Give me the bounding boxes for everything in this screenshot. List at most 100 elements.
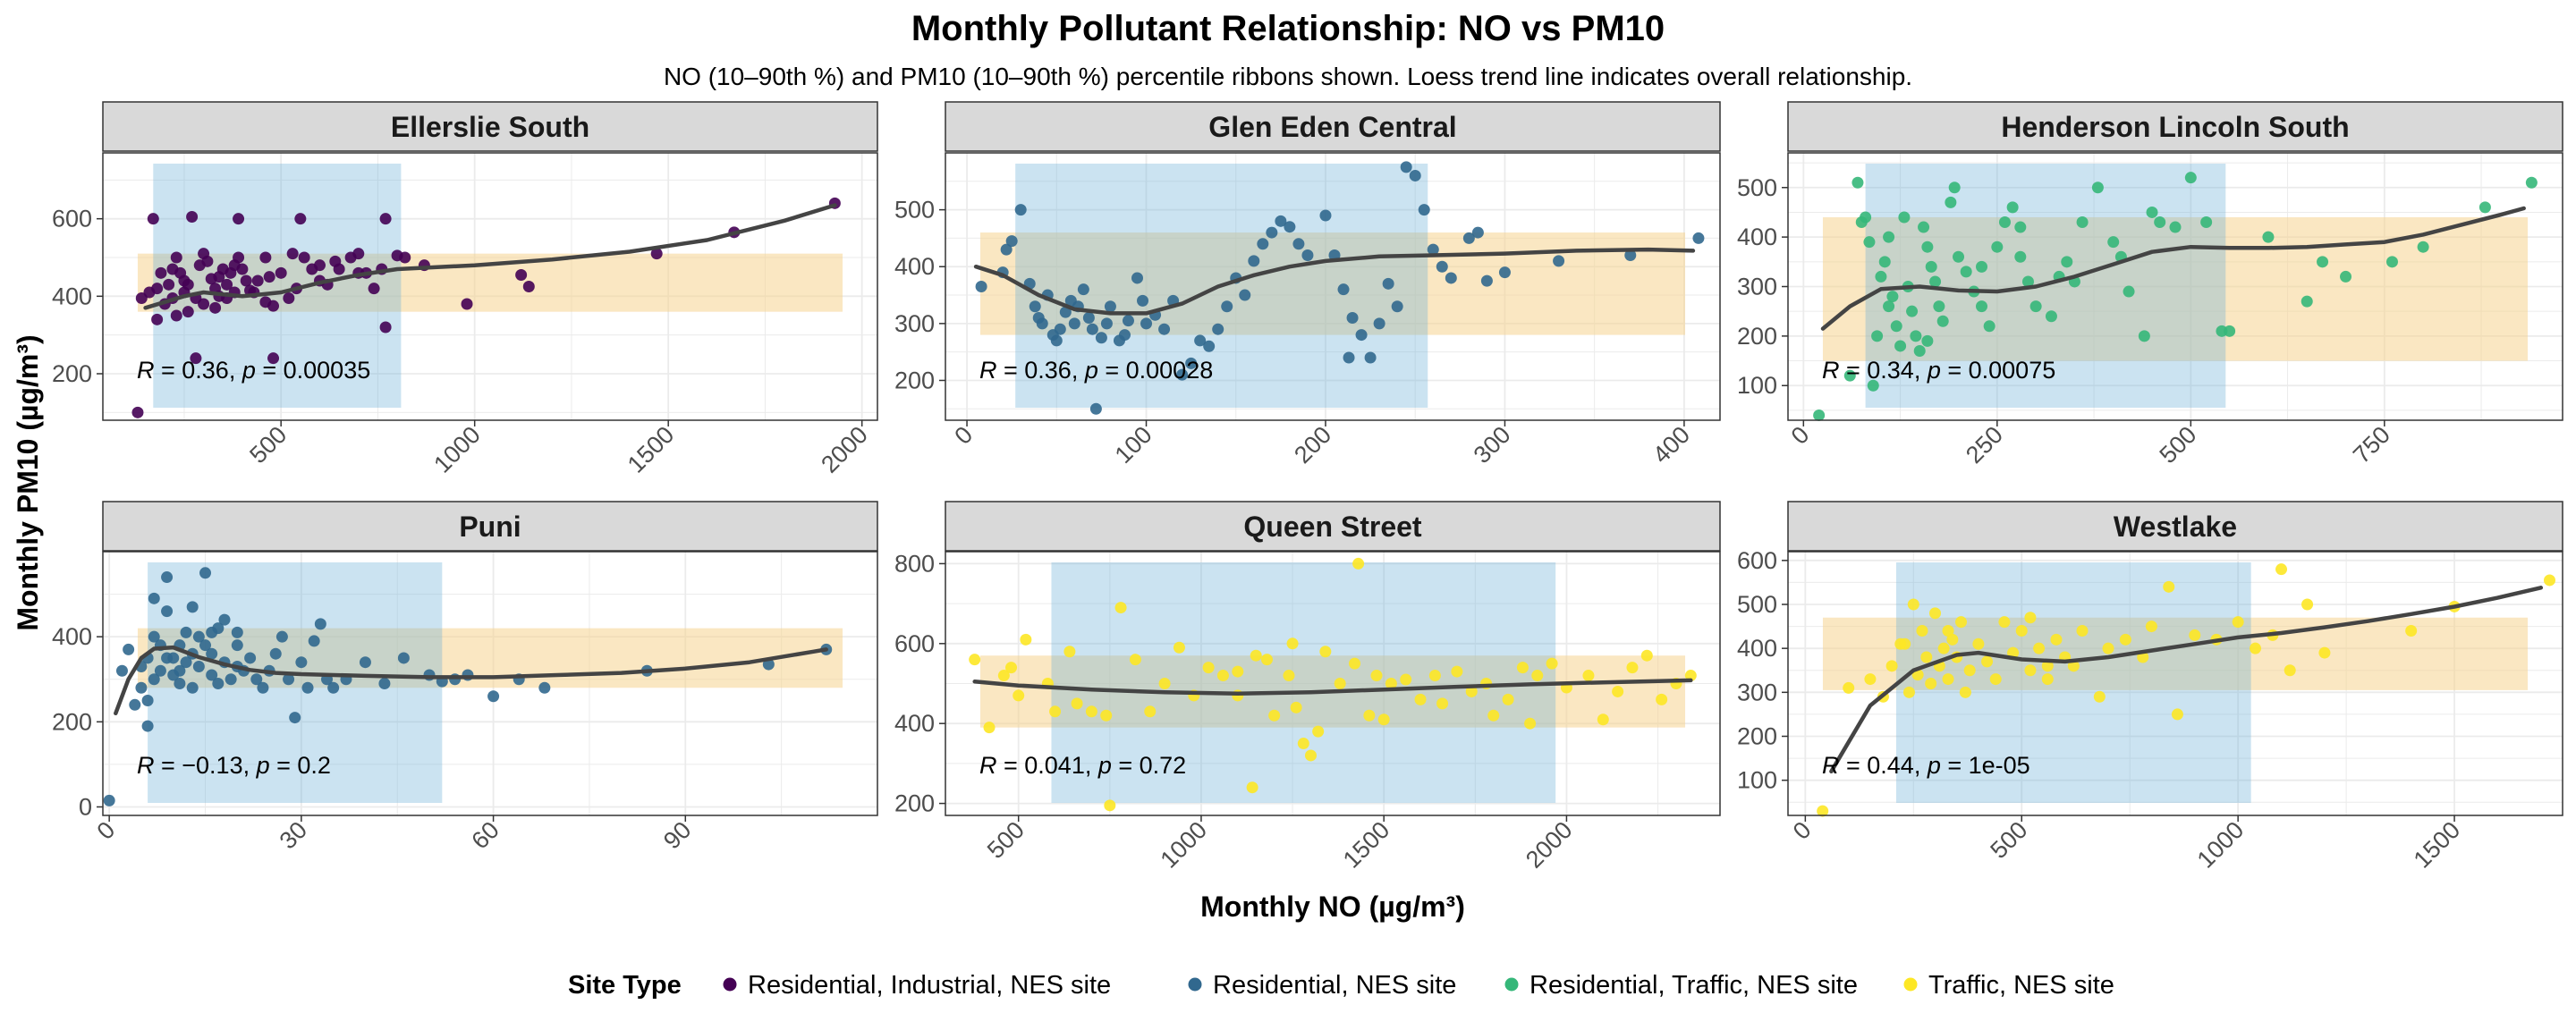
data-point bbox=[2479, 201, 2491, 214]
legend-key bbox=[723, 977, 737, 992]
data-point bbox=[1118, 329, 1131, 342]
data-point bbox=[1852, 176, 1864, 189]
data-point bbox=[1863, 236, 1876, 249]
data-point bbox=[1894, 340, 1907, 352]
y-tick-label: 0 bbox=[79, 793, 92, 820]
y-tick-label: 300 bbox=[1737, 274, 1777, 300]
data-point bbox=[141, 720, 154, 732]
data-point bbox=[1546, 657, 1558, 670]
data-point bbox=[1173, 641, 1185, 654]
data-point bbox=[1928, 607, 1941, 620]
data-point bbox=[269, 647, 282, 660]
data-point bbox=[1910, 330, 1922, 342]
data-point bbox=[1385, 678, 1397, 689]
data-point bbox=[1871, 330, 1884, 342]
data-point bbox=[1363, 709, 1376, 722]
data-point bbox=[461, 298, 473, 310]
data-point bbox=[286, 248, 299, 260]
data-point bbox=[1843, 369, 1856, 382]
data-point bbox=[1232, 665, 1244, 678]
data-point bbox=[1202, 662, 1215, 674]
data-point bbox=[1063, 646, 1076, 658]
data-point bbox=[1266, 226, 1278, 239]
data-point bbox=[1843, 681, 1855, 694]
data-point bbox=[259, 251, 272, 264]
data-point bbox=[103, 794, 115, 806]
data-point bbox=[1343, 351, 1355, 364]
data-point bbox=[1104, 300, 1116, 313]
data-point bbox=[148, 630, 160, 643]
data-point bbox=[2275, 563, 2288, 576]
data-point bbox=[1626, 662, 1639, 674]
x-tick-label: 300 bbox=[1469, 421, 1516, 469]
data-point bbox=[2024, 612, 2037, 624]
data-point bbox=[1268, 709, 1281, 722]
data-point bbox=[1524, 717, 1537, 730]
data-point bbox=[129, 698, 141, 711]
data-point bbox=[327, 681, 340, 694]
y-tick-label: 100 bbox=[1737, 767, 1777, 794]
data-point bbox=[1158, 678, 1171, 689]
y-tick-label: 100 bbox=[1737, 372, 1777, 399]
y-tick-label: 400 bbox=[52, 283, 92, 309]
r-symbol: R bbox=[979, 752, 997, 779]
facet-strip-label: Ellerslie South bbox=[391, 111, 589, 143]
data-point bbox=[2024, 664, 2037, 677]
data-point bbox=[2029, 300, 2042, 313]
data-point bbox=[1137, 294, 1149, 307]
data-point bbox=[267, 352, 280, 365]
r-symbol: R bbox=[979, 357, 997, 384]
legend-label: Residential, Industrial, NES site bbox=[748, 971, 1111, 1000]
x-tick-label: 1000 bbox=[428, 421, 486, 478]
correlation-annotation: R = 0.041, p = 0.72 bbox=[979, 752, 1186, 779]
legend-key bbox=[1188, 977, 1202, 992]
data-point bbox=[1976, 300, 1987, 313]
data-point bbox=[2154, 216, 2166, 229]
legend-title: Site Type bbox=[568, 971, 682, 1000]
data-point bbox=[206, 647, 218, 660]
x-tick-label: 0 bbox=[1786, 421, 1815, 450]
data-point bbox=[1899, 637, 1911, 650]
data-point bbox=[151, 283, 164, 295]
panel-border bbox=[102, 152, 878, 421]
y-tick-label: 200 bbox=[52, 708, 92, 735]
x-tick-label: 100 bbox=[1110, 421, 1157, 469]
data-point bbox=[170, 309, 182, 322]
x-tick-label: 250 bbox=[1961, 421, 2008, 469]
data-point bbox=[329, 255, 342, 267]
p-value: = 0.2 bbox=[270, 752, 331, 779]
data-point bbox=[161, 605, 174, 618]
y-tick-label: 600 bbox=[52, 206, 92, 232]
r-symbol: R bbox=[1822, 357, 1840, 384]
data-point bbox=[359, 656, 371, 669]
data-point bbox=[199, 639, 212, 652]
x-tick-label: 0 bbox=[949, 421, 978, 450]
data-point bbox=[379, 213, 392, 225]
y-tick-label: 400 bbox=[894, 253, 935, 280]
legend-entry: Residential, Traffic, NES site bbox=[1504, 971, 1858, 1000]
data-point bbox=[275, 266, 287, 279]
data-point bbox=[170, 251, 182, 264]
panel-westlake: Westlake R = 0.44, p = 1e-05 100 200 300 400 5… bbox=[1737, 501, 2563, 874]
data-point bbox=[1428, 670, 1441, 682]
r-value: = 0.041, bbox=[997, 752, 1098, 779]
legend-entry: Residential, NES site bbox=[1188, 971, 1456, 1000]
x-tick-label: 30 bbox=[275, 816, 312, 854]
data-point bbox=[1086, 323, 1098, 335]
data-point bbox=[192, 660, 205, 672]
data-point bbox=[1867, 379, 1879, 392]
data-points bbox=[1813, 172, 2538, 421]
data-point bbox=[1054, 323, 1066, 335]
data-point bbox=[2171, 708, 2183, 721]
data-point bbox=[1370, 670, 1383, 682]
p-symbol: p bbox=[242, 357, 256, 384]
data-point bbox=[997, 670, 1010, 682]
data-point bbox=[2417, 241, 2429, 253]
x-tick-label: 90 bbox=[658, 816, 696, 854]
data-point bbox=[2006, 201, 2019, 214]
data-point bbox=[1883, 300, 1895, 313]
data-point bbox=[1036, 317, 1048, 330]
data-point bbox=[1257, 238, 1269, 250]
data-point bbox=[283, 673, 295, 686]
data-point bbox=[2076, 216, 2089, 229]
